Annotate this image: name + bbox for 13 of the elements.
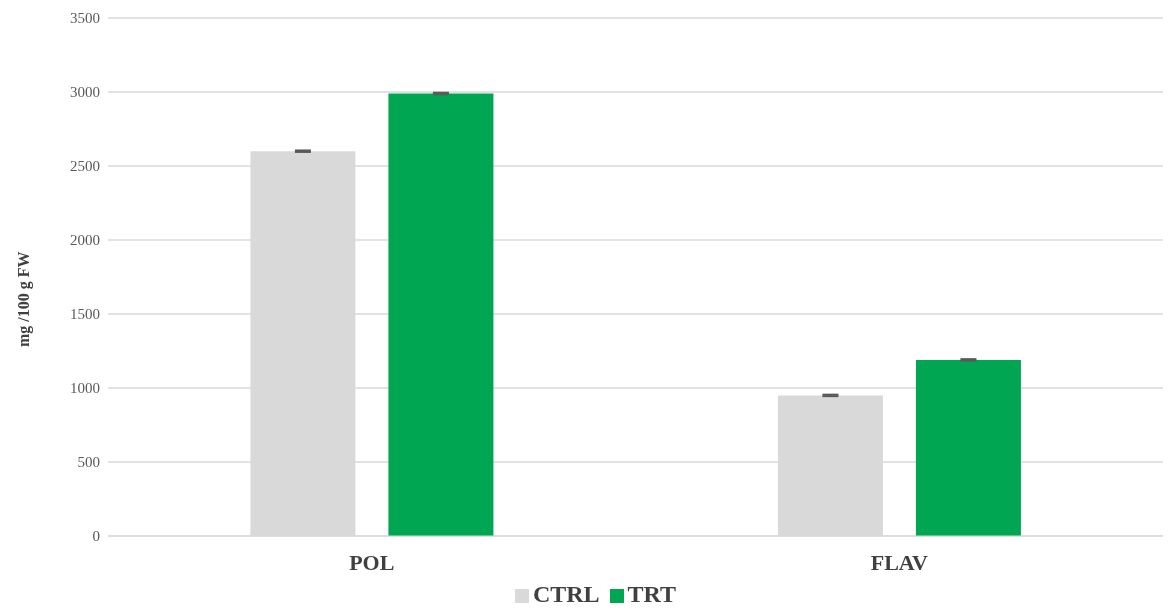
y-tick-label: 2500: [70, 158, 100, 175]
x-tick-label: POL: [349, 549, 395, 575]
x-tick-label: FLAV: [870, 549, 928, 575]
legend-label: TRT: [627, 581, 677, 607]
y-tick-label: 500: [77, 454, 100, 471]
y-tick-label: 3500: [70, 10, 100, 27]
y-tick-label: 0: [92, 528, 100, 545]
y-tick-label: 2000: [70, 232, 100, 249]
y-tick-label: 1500: [70, 306, 100, 323]
y-tick-label: 3000: [70, 84, 100, 101]
y-tick-label: 1000: [70, 380, 100, 397]
legend-label: CTRL: [532, 581, 600, 607]
y-axis-title: mg /100 g FW: [14, 251, 33, 347]
